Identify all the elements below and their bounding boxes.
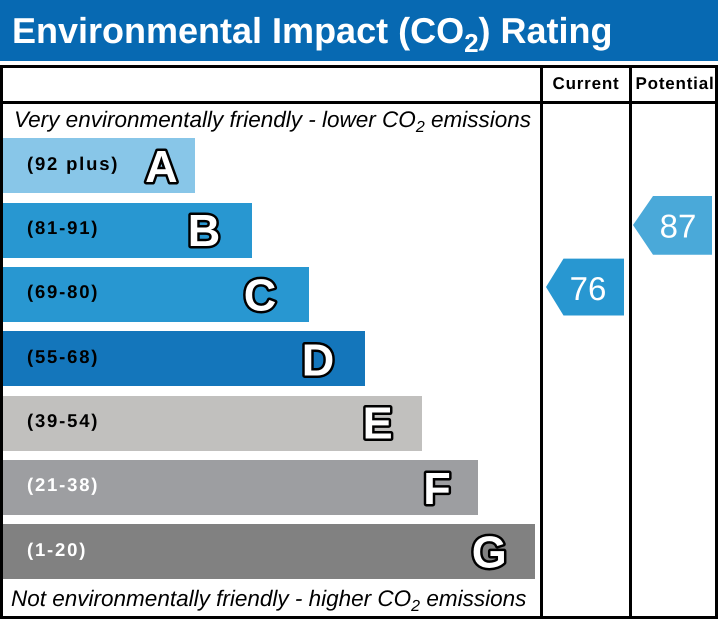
svg-text:76: 76 [570, 270, 607, 307]
svg-text:B: B [188, 205, 221, 256]
svg-text:G: G [472, 526, 507, 577]
svg-text:A: A [145, 141, 178, 192]
svg-text:F: F [423, 463, 451, 514]
svg-text:87: 87 [660, 208, 697, 245]
svg-text:E: E [363, 398, 393, 449]
svg-text:C: C [244, 270, 277, 321]
svg-text:D: D [302, 335, 335, 386]
